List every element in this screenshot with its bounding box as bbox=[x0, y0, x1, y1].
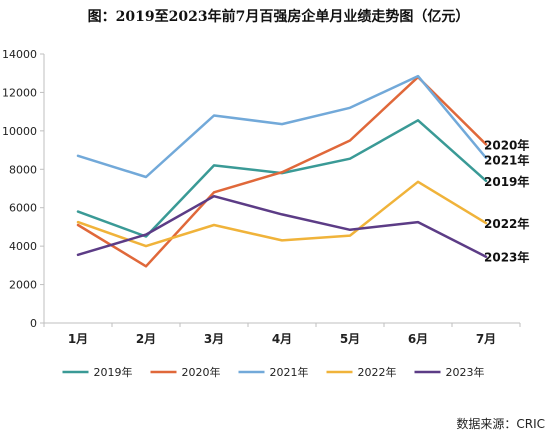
series-line-2023年 bbox=[76, 194, 488, 258]
x-tick-label: 6月 bbox=[408, 332, 428, 346]
x-tick-label: 2月 bbox=[136, 332, 156, 346]
x-tick-label: 1月 bbox=[68, 332, 88, 346]
y-tick-label: 8000 bbox=[9, 163, 37, 176]
legend-label: 2019年 bbox=[94, 365, 133, 379]
chart-title: 图：2019至2023年前7月百强房企单月业绩走势图（亿元） bbox=[87, 9, 470, 25]
y-tick-label: 6000 bbox=[9, 202, 37, 215]
y-tick-label: 4000 bbox=[9, 240, 37, 253]
end-label: 2023年 bbox=[484, 250, 529, 265]
legend-label: 2021年 bbox=[270, 365, 309, 379]
series-line-2019年 bbox=[76, 119, 488, 238]
y-tick-label: 10000 bbox=[2, 125, 37, 138]
x-tick-label: 3月 bbox=[204, 332, 224, 346]
y-tick-label: 0 bbox=[30, 317, 37, 330]
x-tick-label: 7月 bbox=[476, 332, 496, 346]
series-line-2022年 bbox=[76, 180, 488, 248]
source-note: 数据来源：CRIC bbox=[456, 417, 545, 431]
end-label: 2019年 bbox=[484, 174, 529, 189]
series-line-2021年 bbox=[76, 74, 488, 179]
end-label: 2020年 bbox=[484, 137, 529, 152]
end-label: 2021年 bbox=[484, 152, 529, 167]
x-tick-label: 4月 bbox=[272, 332, 292, 346]
y-tick-label: 14000 bbox=[2, 48, 37, 61]
y-tick-label: 12000 bbox=[2, 86, 37, 99]
series-lines bbox=[76, 74, 488, 268]
legend-label: 2020年 bbox=[182, 365, 221, 379]
x-tick-label: 5月 bbox=[340, 332, 360, 346]
end-label: 2022年 bbox=[484, 216, 529, 231]
legend: 2019年 2020年 2021年 2022年 2023年 bbox=[62, 365, 485, 379]
legend-label: 2022年 bbox=[358, 365, 397, 379]
legend-label: 2023年 bbox=[446, 365, 485, 379]
y-tick-label: 2000 bbox=[9, 279, 37, 292]
axes: 0 2000 4000 6000 8000 10000 12000 14000 1月 2月 3月 4月… bbox=[2, 48, 521, 346]
